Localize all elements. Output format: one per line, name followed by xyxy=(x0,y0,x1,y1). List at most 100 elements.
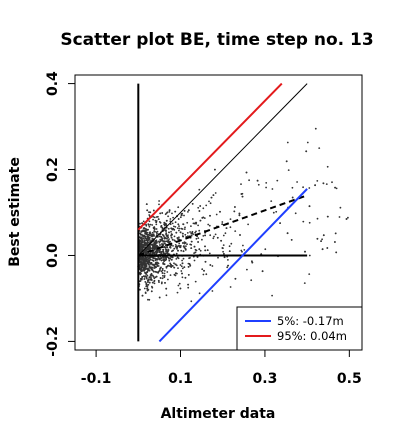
scatter-point xyxy=(155,266,157,268)
scatter-point xyxy=(143,239,146,242)
scatter-point xyxy=(158,241,161,244)
scatter-point xyxy=(158,203,160,206)
scatter-point xyxy=(243,249,246,251)
scatter-point xyxy=(163,240,166,243)
scatter-point xyxy=(153,282,156,285)
scatter-point xyxy=(222,234,225,237)
scatter-point xyxy=(168,238,170,241)
scatter-point xyxy=(151,235,153,238)
scatter-point xyxy=(240,183,242,186)
scatter-point xyxy=(220,239,223,242)
scatter-point xyxy=(187,211,189,213)
scatter-point xyxy=(163,246,166,249)
scatter-point xyxy=(175,272,177,275)
scatter-point xyxy=(322,234,325,237)
scatter-point xyxy=(229,226,232,229)
scatter-point xyxy=(139,243,142,246)
scatter-point xyxy=(145,239,148,242)
scatter-point xyxy=(321,248,324,251)
scatter-point xyxy=(229,286,232,288)
scatter-point xyxy=(141,233,143,236)
scatter-point xyxy=(339,206,342,209)
scatter-point xyxy=(148,214,151,216)
scatter-point xyxy=(143,278,146,280)
scatter-point xyxy=(162,258,165,261)
scatter-point xyxy=(285,160,288,163)
scatter-point xyxy=(154,219,157,222)
scatter-point xyxy=(161,212,164,214)
scatter-point xyxy=(148,252,150,255)
legend: 5%: -0.17m 95%: 0.04m xyxy=(236,306,363,351)
scatter-point xyxy=(222,250,225,253)
scatter-point xyxy=(170,230,172,233)
scatter-point xyxy=(165,287,168,290)
scatter-point xyxy=(326,247,329,249)
scatter-point xyxy=(192,222,195,225)
scatter-point xyxy=(163,263,166,266)
scatter-point xyxy=(209,264,212,266)
x-tick-label: 0.3 xyxy=(253,371,278,387)
scatter-point xyxy=(156,233,158,235)
scatter-point xyxy=(170,256,173,258)
scatter-point xyxy=(164,223,167,226)
scatter-point xyxy=(279,222,281,225)
scatter-point xyxy=(143,287,146,290)
scatter-point xyxy=(145,265,148,268)
scatter-point xyxy=(149,252,152,255)
scatter-point xyxy=(251,260,253,263)
scatter-point xyxy=(140,230,143,233)
scatter-point xyxy=(225,227,228,230)
scatter-point xyxy=(308,187,311,189)
scatter-point xyxy=(167,278,169,281)
scatter-point xyxy=(199,205,202,207)
scatter-point xyxy=(223,252,225,255)
scatter-point xyxy=(150,290,153,293)
scatter-point xyxy=(227,264,230,267)
scatter-point xyxy=(227,259,229,261)
scatter-point xyxy=(160,259,163,262)
scatter-point xyxy=(169,223,172,226)
scatter-point xyxy=(216,236,219,239)
scatter-point xyxy=(141,240,144,243)
scatter-point xyxy=(183,214,185,217)
scatter-point xyxy=(153,280,156,283)
scatter-point xyxy=(228,250,231,253)
scatter-point xyxy=(141,256,144,259)
scatter-point xyxy=(174,244,177,246)
scatter-point xyxy=(155,263,158,265)
legend-label-5: 5%: -0.17m xyxy=(277,314,344,328)
scatter-point xyxy=(181,232,184,235)
scatter-point xyxy=(169,262,172,265)
scatter-point xyxy=(142,259,145,261)
scatter-point xyxy=(144,237,147,240)
scatter-point xyxy=(145,243,147,246)
scatter-point xyxy=(197,237,200,240)
scatter-point xyxy=(173,228,176,231)
scatter-point xyxy=(139,259,141,261)
scatter-point xyxy=(239,234,241,236)
scatter-point xyxy=(170,233,173,236)
scatter-point xyxy=(155,258,158,260)
scatter-point xyxy=(302,220,305,223)
scatter-point xyxy=(184,226,186,229)
scatter-point xyxy=(178,236,180,239)
scatter-point xyxy=(156,265,159,267)
scatter-point xyxy=(189,264,192,267)
scatter-point xyxy=(146,285,149,287)
scatter-point xyxy=(153,216,156,219)
scatter-point xyxy=(150,262,153,265)
scatter-point xyxy=(139,288,141,291)
scatter-point xyxy=(165,230,167,232)
scatter-point xyxy=(146,209,149,212)
scatter-point xyxy=(182,242,184,244)
y-tick-label: 0.4 xyxy=(45,71,61,96)
scatter-point xyxy=(335,251,338,254)
scatter-point xyxy=(214,192,217,194)
scatter-point xyxy=(173,225,175,228)
scatter-point xyxy=(195,230,197,233)
scatter-point xyxy=(202,273,205,276)
scatter-point xyxy=(170,236,173,239)
scatter-point xyxy=(148,247,151,250)
scatter-point xyxy=(165,212,168,215)
scatter-point xyxy=(171,256,174,259)
